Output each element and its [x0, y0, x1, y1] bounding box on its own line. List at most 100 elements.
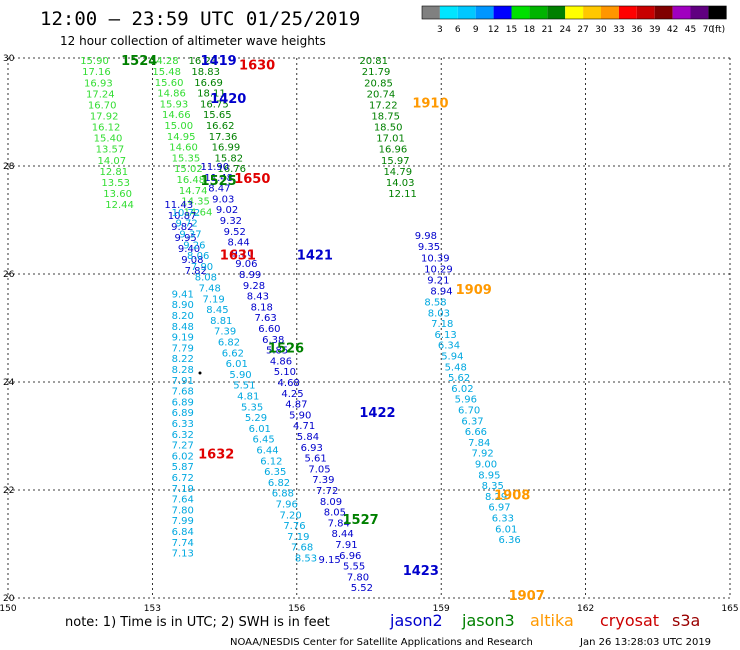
wave-height-value: 9.08	[181, 255, 203, 266]
wave-height-value: 12.11	[388, 189, 417, 200]
wave-height-value: 6.88	[272, 489, 294, 500]
wave-height-value: 14.60	[169, 143, 198, 154]
wave-height-value: 14.64	[184, 207, 213, 218]
wave-height-value: 6.36	[498, 535, 520, 546]
wave-height-value: 6.62	[222, 348, 244, 359]
wave-height-value: 5.90	[289, 410, 311, 421]
wave-height-value: 8.47	[208, 184, 230, 195]
colorbar-label: (ft)	[712, 25, 726, 35]
colorbar-swatch	[708, 6, 727, 19]
wave-height-value: 4.81	[237, 392, 259, 403]
wave-height-value: 9.19	[172, 333, 194, 344]
wave-height-value: 6.13	[434, 330, 456, 341]
wave-height-value: 14.28	[150, 56, 179, 67]
colorbar-label: 9	[473, 25, 479, 35]
wave-height-value: 9.35	[418, 242, 440, 253]
wave-height-value: 6.89	[172, 408, 194, 419]
pass-time-label: 1632	[198, 447, 234, 462]
wave-height-value: 6.82	[268, 478, 290, 489]
wave-height-value: 7.63	[254, 313, 276, 324]
wave-height-value: 5.62	[448, 373, 470, 384]
wave-height-value: 18.83	[191, 67, 220, 78]
wave-height-value: 6.97	[488, 503, 510, 514]
wave-height-value: 8.18	[251, 302, 273, 313]
colorbar-swatch	[654, 6, 673, 19]
pass-time-label: 1525	[201, 174, 237, 189]
wave-height-value: 9.26	[183, 240, 205, 251]
colorbar-label: 18	[524, 25, 536, 35]
pass-time-label: 1908	[494, 488, 530, 503]
colorbar-swatch	[601, 6, 619, 19]
wave-height-value: 16.96	[379, 145, 408, 156]
legend-entry: jason3	[461, 611, 515, 630]
axis-tick-labels: 150 153 156 159 162 165 20 22 24 26 28 30	[0, 54, 739, 614]
satellite-legend: jason2 jason3 altika cryosat s3a	[389, 611, 700, 630]
footer-timestamp: Jan 26 13:28:03 UTC 2019	[579, 637, 711, 648]
wave-height-value: 7.90	[191, 262, 213, 273]
wave-height-value: 20.85	[364, 78, 393, 89]
chart-title: 12:00 – 23:59 UTC 01/25/2019	[40, 8, 360, 30]
colorbar-swatch	[565, 6, 584, 19]
colorbar-label: 70	[703, 25, 715, 35]
colorbar-label: 30	[595, 25, 607, 35]
colorbar-label: 42	[667, 25, 678, 35]
wave-height-value: 15.40	[94, 134, 123, 145]
wave-height-value: 14.07	[98, 156, 127, 167]
wave-height-value: 14.35	[181, 197, 210, 208]
wave-height-value: 8.44	[227, 238, 249, 249]
pass-time-label: 1422	[359, 406, 395, 421]
colorbar-swatch	[493, 6, 512, 19]
colorbar-swatch	[439, 6, 458, 19]
wave-height-value: 8.99	[239, 270, 261, 281]
colorbar-swatch	[583, 6, 601, 19]
wave-height-value: 5.61	[305, 454, 327, 465]
pass-time-label: 1423	[403, 564, 439, 579]
grid-lines	[7, 57, 731, 599]
wave-height-value: 8.48	[172, 322, 194, 333]
wave-height-value: 12.81	[99, 167, 128, 178]
y-tick-label: 24	[3, 378, 15, 388]
wave-height-value: 6.45	[253, 435, 275, 446]
wave-height-value: 9.98	[415, 231, 437, 242]
pass-time-label: 1524	[121, 54, 157, 69]
x-tick-label: 162	[577, 604, 594, 614]
wave-height-value: 11.48	[204, 173, 233, 184]
wave-height-value: 7.91	[335, 540, 357, 551]
colorbar-swatch	[457, 6, 476, 19]
wave-height-value: 11.90	[201, 162, 230, 173]
wave-height-value: 7.99	[172, 516, 194, 527]
wave-height-value: 7.19	[202, 294, 224, 305]
wave-height-value: 14.86	[157, 89, 186, 100]
wave-height-value: 5.87	[172, 462, 194, 473]
plot-area: 150 153 156 159 162 165 20 22 24 26 28 30 15.9017.1…	[0, 54, 739, 614]
legend-entry: altika	[530, 611, 574, 630]
pass-time-label: 1421	[297, 249, 333, 264]
wave-height-value: 16.76	[217, 164, 246, 175]
footer-note: note: 1) Time is in UTC; 2) SWH is in fe…	[65, 615, 330, 630]
wave-height-value: 8.05	[324, 508, 346, 519]
wave-height-value: 5.90	[229, 370, 251, 381]
wave-height-value: 14.95	[167, 132, 196, 143]
chart-subtitle: 12 hour collection of altimeter wave hei…	[60, 34, 326, 48]
wave-height-value: 6.89	[172, 397, 194, 408]
wave-height-value: 6.60	[258, 324, 280, 335]
pass-time-label: 1527	[343, 513, 379, 528]
colorbar-swatch	[529, 6, 548, 19]
wave-height-value: 13.60	[103, 189, 132, 200]
colorbar-swatch	[511, 6, 530, 19]
wave-height-value: 8.43	[247, 292, 269, 303]
colorbar-label: 21	[542, 25, 553, 35]
wave-height-value: 8.45	[206, 305, 228, 316]
colorbar-swatch	[618, 6, 637, 19]
wave-height-value: 6.84	[172, 527, 194, 538]
wave-height-value: 17.16	[82, 67, 111, 78]
wave-height-value: 10.72	[172, 208, 201, 219]
wave-height-value: 17.92	[90, 112, 119, 123]
wave-height-value: 11.43	[164, 200, 193, 211]
wave-height-value: 9.52	[224, 227, 246, 238]
wave-height-value: 14.74	[179, 186, 208, 197]
wave-height-value: 7.74	[172, 538, 194, 549]
wave-height-value: 21.79	[362, 67, 391, 78]
wave-height-value: 16.23	[189, 56, 218, 67]
